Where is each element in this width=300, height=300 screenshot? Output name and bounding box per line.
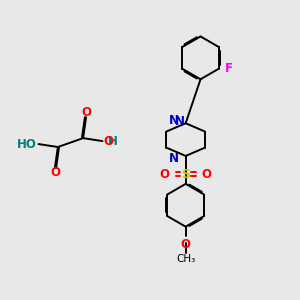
Text: N: N <box>169 114 179 128</box>
Text: N: N <box>175 115 185 128</box>
Text: F: F <box>225 62 233 75</box>
Text: O: O <box>81 106 91 119</box>
Text: H: H <box>108 135 118 148</box>
Text: O: O <box>181 238 191 251</box>
Text: S: S <box>181 168 190 181</box>
Text: HO: HO <box>17 138 37 151</box>
Text: O: O <box>50 166 60 179</box>
Text: O: O <box>202 168 212 181</box>
Text: O: O <box>160 168 170 181</box>
Text: O: O <box>103 135 113 148</box>
Text: CH₃: CH₃ <box>176 254 195 264</box>
Text: N: N <box>169 152 179 165</box>
